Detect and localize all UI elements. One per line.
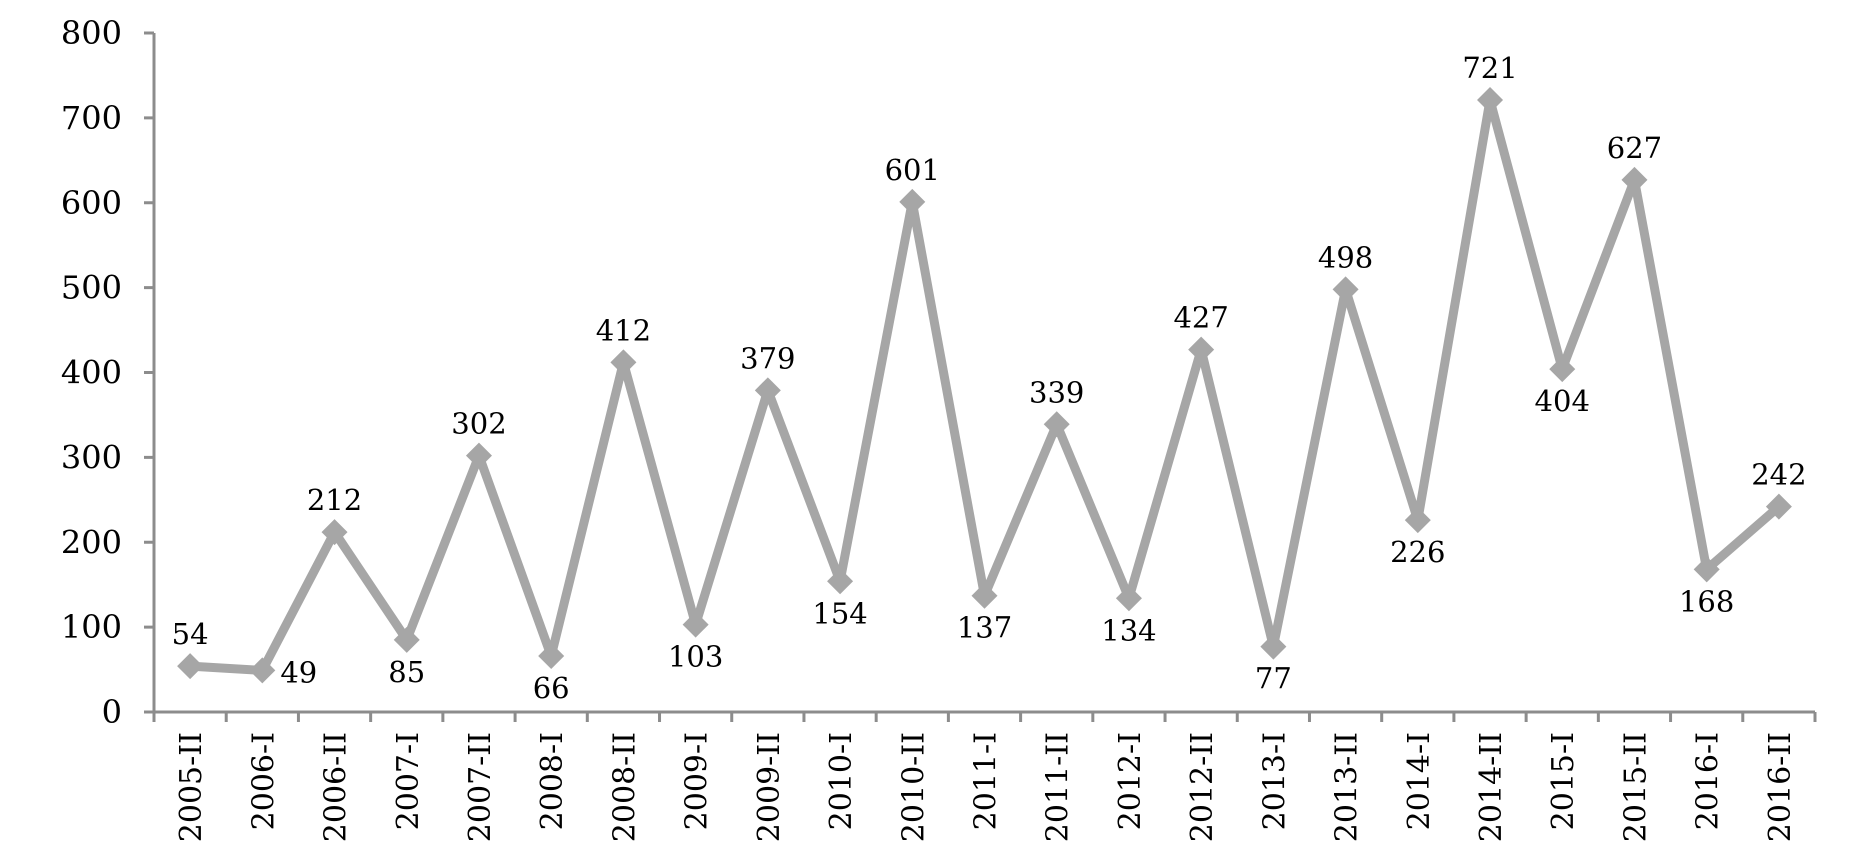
x-tick-label: 2013-II — [1330, 732, 1365, 842]
data-label: 601 — [885, 153, 940, 187]
x-tick-label: 2008-I — [535, 732, 570, 830]
data-point-marker — [754, 377, 781, 404]
y-tick-label: 600 — [61, 184, 122, 222]
data-label: 302 — [451, 407, 506, 441]
data-point-marker — [1332, 276, 1359, 303]
x-tick-label: 2015-I — [1546, 732, 1581, 830]
data-point-marker — [465, 442, 492, 469]
y-tick-label: 700 — [61, 99, 122, 137]
data-point-marker — [827, 568, 854, 595]
data-label: 66 — [533, 671, 570, 705]
x-tick-label: 2016-II — [1763, 732, 1798, 842]
data-point-marker — [249, 657, 276, 684]
data-point-marker — [1043, 411, 1070, 438]
x-tick-label: 2012-I — [1113, 732, 1148, 830]
data-label: 134 — [1101, 613, 1156, 647]
x-tick-label: 2011-I — [969, 732, 1004, 830]
data-point-marker — [538, 642, 565, 669]
data-point-marker — [1765, 493, 1792, 520]
y-tick-label: 300 — [61, 438, 122, 476]
data-label: 212 — [307, 483, 362, 517]
x-tick-label: 2016-I — [1691, 732, 1726, 830]
data-point-marker — [971, 582, 998, 609]
x-tick-label: 2014-I — [1402, 732, 1437, 830]
data-point-marker — [1621, 166, 1648, 193]
data-label: 427 — [1173, 301, 1228, 335]
data-point-marker — [1188, 336, 1215, 363]
data-point-marker — [393, 626, 420, 653]
data-point-marker — [177, 653, 204, 680]
data-point-marker — [1549, 356, 1576, 383]
x-tick-label: 2011-II — [1041, 732, 1076, 842]
data-label: 627 — [1607, 131, 1662, 165]
y-tick-label: 800 — [61, 14, 122, 52]
y-axis: 0 100 200 300 400 500 600 700 800 — [61, 14, 156, 731]
data-label: 154 — [812, 596, 867, 630]
y-tick-label: 0 — [102, 693, 122, 731]
data-label: 54 — [172, 617, 209, 651]
x-tick-label: 2014-II — [1474, 732, 1509, 842]
data-point-marker — [1693, 556, 1720, 583]
data-point-marker — [682, 611, 709, 638]
x-tick-label: 2013-I — [1257, 732, 1292, 830]
x-tick-label: 2009-I — [680, 732, 715, 830]
y-tick-label: 100 — [61, 608, 122, 646]
data-label: 498 — [1318, 240, 1373, 274]
data-point-marker — [321, 519, 348, 546]
data-label: 77 — [1255, 662, 1292, 696]
data-label: 404 — [1535, 384, 1590, 418]
data-point-marker — [1404, 507, 1431, 534]
data-label: 85 — [388, 655, 425, 689]
data-label: 137 — [957, 611, 1012, 645]
data-point-marker — [899, 188, 926, 215]
y-tick-label: 500 — [61, 269, 122, 307]
data-point-marker — [610, 349, 637, 376]
y-tick-label: 400 — [61, 354, 122, 392]
data-point-marker — [1260, 633, 1287, 660]
data-point-marker — [1477, 87, 1504, 114]
data-label: 339 — [1029, 375, 1084, 409]
data-label: 168 — [1679, 584, 1734, 618]
series-layer — [177, 87, 1792, 684]
data-label: 379 — [740, 341, 795, 375]
data-label: 49 — [280, 655, 317, 689]
data-label: 721 — [1462, 51, 1517, 85]
x-tick-label: 2009-II — [752, 732, 787, 842]
x-tick-label: 2010-II — [896, 732, 931, 842]
x-tick-label: 2006-I — [246, 732, 281, 830]
x-axis: 2005-II 2006-I 2006-II 2007-I 2007-II 2008-I 2… — [152, 710, 1817, 842]
y-tick-label: 200 — [61, 523, 122, 561]
x-tick-label: 2006-II — [319, 732, 354, 842]
data-label: 412 — [596, 313, 651, 347]
x-tick-label: 2012-II — [1185, 732, 1220, 842]
data-point-marker — [1115, 585, 1142, 612]
data-labels: 54 49 212 85 302 66 412 103 379 154 601 137 339 134 42… — [172, 51, 1807, 705]
data-label: 242 — [1751, 458, 1806, 492]
x-tick-label: 2007-I — [391, 732, 426, 830]
x-tick-label: 2007-II — [463, 732, 498, 842]
x-tick-label: 2005-II — [174, 732, 209, 842]
data-label: 103 — [668, 640, 723, 674]
x-tick-label: 2008-II — [607, 732, 642, 842]
data-label: 226 — [1390, 535, 1445, 569]
x-tick-label: 2010-I — [824, 732, 859, 830]
x-tick-label: 2015-II — [1618, 732, 1653, 842]
